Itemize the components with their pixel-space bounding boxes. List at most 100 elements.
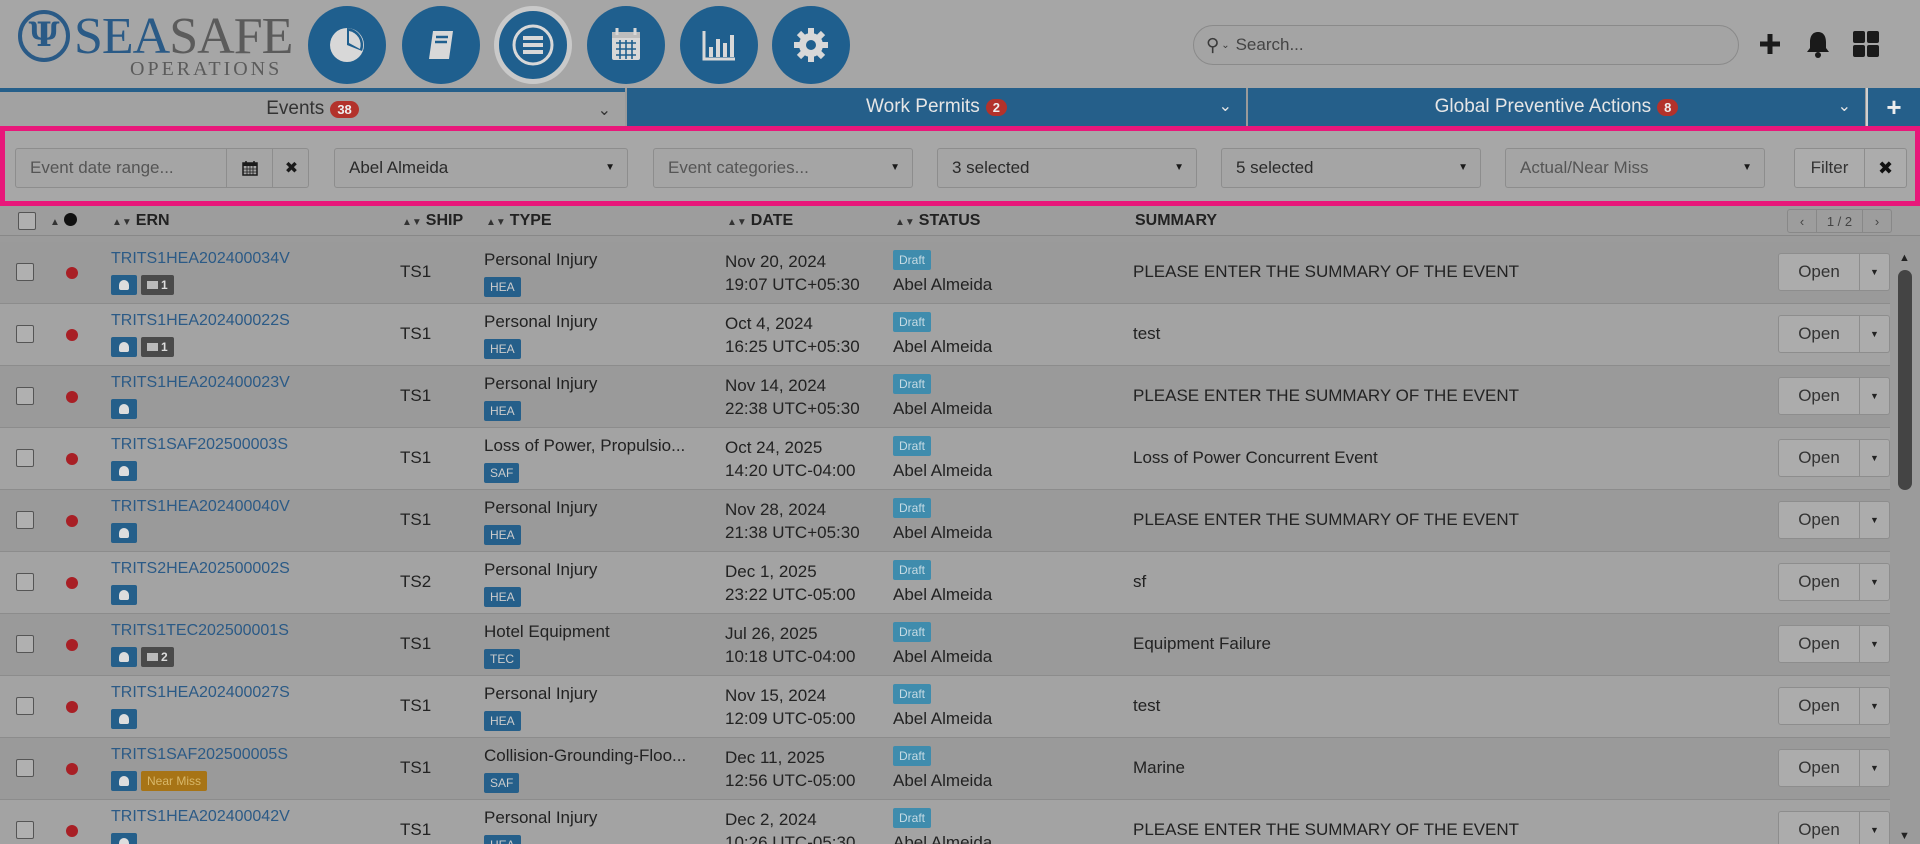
table-row[interactable]: TRITS1HEA202400027S TS1 Personal Injury HEA… — [0, 676, 1890, 738]
prev-page-button[interactable]: ‹ — [1788, 210, 1816, 232]
ern-link[interactable]: TRITS2HEA202500002S — [111, 560, 290, 577]
nav-list-button[interactable] — [494, 6, 572, 84]
chevron-down-icon[interactable]: ⌄ — [597, 102, 611, 119]
column-header-type[interactable]: ▲▼ TYPE — [486, 206, 552, 236]
scrollbar-thumb[interactable] — [1898, 270, 1912, 490]
open-options-button[interactable]: ▼ — [1860, 501, 1890, 539]
calendar-icon — [612, 28, 640, 60]
next-page-button[interactable]: › — [1863, 210, 1891, 232]
open-button[interactable]: Open — [1778, 439, 1860, 477]
add-button[interactable] — [1754, 28, 1786, 60]
row-checkbox[interactable] — [16, 325, 34, 343]
row-checkbox[interactable] — [16, 697, 34, 715]
event-categories-select[interactable]: Event categories... ▼ — [653, 148, 913, 188]
ern-link[interactable]: TRITS1HEA202400034V — [111, 250, 290, 267]
open-options-button[interactable]: ▼ — [1860, 749, 1890, 787]
sort-indicator-column[interactable]: ▲ — [50, 206, 77, 236]
row-checkbox[interactable] — [16, 387, 34, 405]
ern-link[interactable]: TRITS1HEA202400042V — [111, 808, 290, 825]
column-header-status[interactable]: ▲▼ STATUS — [895, 206, 980, 236]
search-scope-chevron-icon[interactable]: ⌄ — [1221, 39, 1230, 51]
table-row[interactable]: TRITS2HEA202500002S TS2 Personal Injury HEA… — [0, 552, 1890, 614]
scroll-down-icon[interactable]: ▼ — [1899, 830, 1910, 842]
row-checkbox[interactable] — [16, 263, 34, 281]
open-button[interactable]: Open — [1778, 687, 1860, 725]
date-range-field[interactable]: Event date range... ✖ — [15, 148, 309, 188]
ern-link[interactable]: TRITS1HEA202400027S — [111, 684, 290, 701]
open-button[interactable]: Open — [1778, 749, 1860, 787]
row-checkbox[interactable] — [16, 635, 34, 653]
open-options-button[interactable]: ▼ — [1860, 563, 1890, 601]
open-options-button[interactable]: ▼ — [1860, 625, 1890, 663]
time-value: 10:18 UTC-04:00 — [725, 647, 856, 666]
open-options-button[interactable]: ▼ — [1860, 377, 1890, 415]
table-row[interactable]: TRITS1TEC202500001S 2 TS1 Hotel Equipment TE… — [0, 614, 1890, 676]
row-checkbox[interactable] — [16, 759, 34, 777]
filter-button[interactable]: Filter — [1794, 148, 1865, 188]
ern-link[interactable]: TRITS1SAF202500005S — [111, 746, 288, 763]
table-row[interactable]: TRITS1HEA202400042V TS1 Personal Injury HEA… — [0, 800, 1890, 844]
column-header-date[interactable]: ▲▼ DATE — [727, 206, 793, 236]
tab-events[interactable]: Events 38 ⌄ — [0, 88, 625, 126]
multi-select-b[interactable]: 5 selected ▼ — [1221, 148, 1481, 188]
table-row[interactable]: TRITS1HEA202400023V TS1 Personal Injury HEA… — [0, 366, 1890, 428]
apps-button[interactable] — [1850, 28, 1882, 60]
ern-link[interactable]: TRITS1SAF202500003S — [111, 436, 288, 453]
actual-near-miss-select[interactable]: Actual/Near Miss ▼ — [1505, 148, 1765, 188]
table-row[interactable]: TRITS1SAF202500005S Near Miss TS1 Collision… — [0, 738, 1890, 800]
row-checkbox[interactable] — [16, 821, 34, 839]
open-options-button[interactable]: ▼ — [1860, 315, 1890, 353]
global-search[interactable]: ⚲ ⌄ — [1193, 25, 1739, 65]
open-options-button[interactable]: ▼ — [1860, 253, 1890, 291]
open-button[interactable]: Open — [1778, 377, 1860, 415]
nav-calendar-button[interactable] — [587, 6, 665, 84]
search-icon[interactable]: ⚲ — [1206, 34, 1220, 55]
open-button[interactable]: Open — [1778, 315, 1860, 353]
nav-logbook-button[interactable] — [402, 6, 480, 84]
search-input[interactable] — [1235, 35, 1696, 55]
open-options-button[interactable]: ▼ — [1860, 687, 1890, 725]
row-checkbox[interactable] — [16, 449, 34, 467]
nav-dashboard-button[interactable] — [308, 6, 386, 84]
select-all-checkbox[interactable] — [18, 212, 36, 230]
add-tab-button[interactable]: + — [1866, 88, 1920, 126]
table-row[interactable]: TRITS1SAF202500003S TS1 Loss of Power, Pro… — [0, 428, 1890, 490]
ern-link[interactable]: TRITS1TEC202500001S — [111, 622, 289, 639]
table-row[interactable]: TRITS1HEA202400040V TS1 Personal Injury HEA… — [0, 490, 1890, 552]
column-header-ern[interactable]: ▲▼ ERN — [112, 206, 170, 236]
row-checkbox[interactable] — [16, 573, 34, 591]
nav-reports-button[interactable] — [680, 6, 758, 84]
time-value: 21:38 UTC+05:30 — [725, 523, 860, 542]
open-button[interactable]: Open — [1778, 811, 1860, 844]
column-header-ship[interactable]: ▲▼ SHIP — [402, 206, 463, 236]
open-options-button[interactable]: ▼ — [1860, 439, 1890, 477]
chevron-down-icon[interactable]: ⌄ — [1837, 98, 1851, 115]
open-button[interactable]: Open — [1778, 563, 1860, 601]
ern-link[interactable]: TRITS1HEA202400023V — [111, 374, 290, 391]
ern-link[interactable]: TRITS1HEA202400022S — [111, 312, 290, 329]
open-button[interactable]: Open — [1778, 501, 1860, 539]
tab-work-permits[interactable]: Work Permits 2 ⌄ — [627, 88, 1246, 126]
person-select[interactable]: Abel Almeida ▼ — [334, 148, 628, 188]
chevron-down-icon[interactable]: ⌄ — [1218, 98, 1232, 115]
table-scrollbar[interactable]: ▲ ▼ — [1890, 242, 1920, 844]
clear-date-range-button[interactable]: ✖ — [272, 148, 310, 188]
open-options-button[interactable]: ▼ — [1860, 811, 1890, 844]
clear-filters-button[interactable]: ✖ — [1865, 148, 1907, 188]
open-button[interactable]: Open — [1778, 253, 1860, 291]
calendar-picker-button[interactable] — [226, 148, 272, 188]
date-range-input[interactable]: Event date range... — [30, 158, 174, 177]
tab-global-preventive-actions[interactable]: Global Preventive Actions 8 ⌄ — [1248, 88, 1865, 126]
nav-settings-button[interactable] — [772, 6, 850, 84]
scroll-up-icon[interactable]: ▲ — [1899, 252, 1910, 264]
table-row[interactable]: TRITS1HEA202400034V 1 TS1 Personal Injury HE… — [0, 242, 1890, 304]
table-row[interactable]: TRITS1HEA202400022S 1 TS1 Personal Injury HE… — [0, 304, 1890, 366]
open-button[interactable]: Open — [1778, 625, 1860, 663]
multi-select-a[interactable]: 3 selected ▼ — [937, 148, 1197, 188]
ern-link[interactable]: TRITS1HEA202400040V — [111, 498, 290, 515]
seasafe-logo[interactable]: Ψ SEASAFE OPERATIONS — [18, 8, 293, 80]
row-checkbox[interactable] — [16, 511, 34, 529]
notifications-button[interactable] — [1802, 28, 1834, 60]
category-badge: TEC — [484, 649, 520, 669]
caret-down-icon: ▼ — [1870, 453, 1879, 463]
